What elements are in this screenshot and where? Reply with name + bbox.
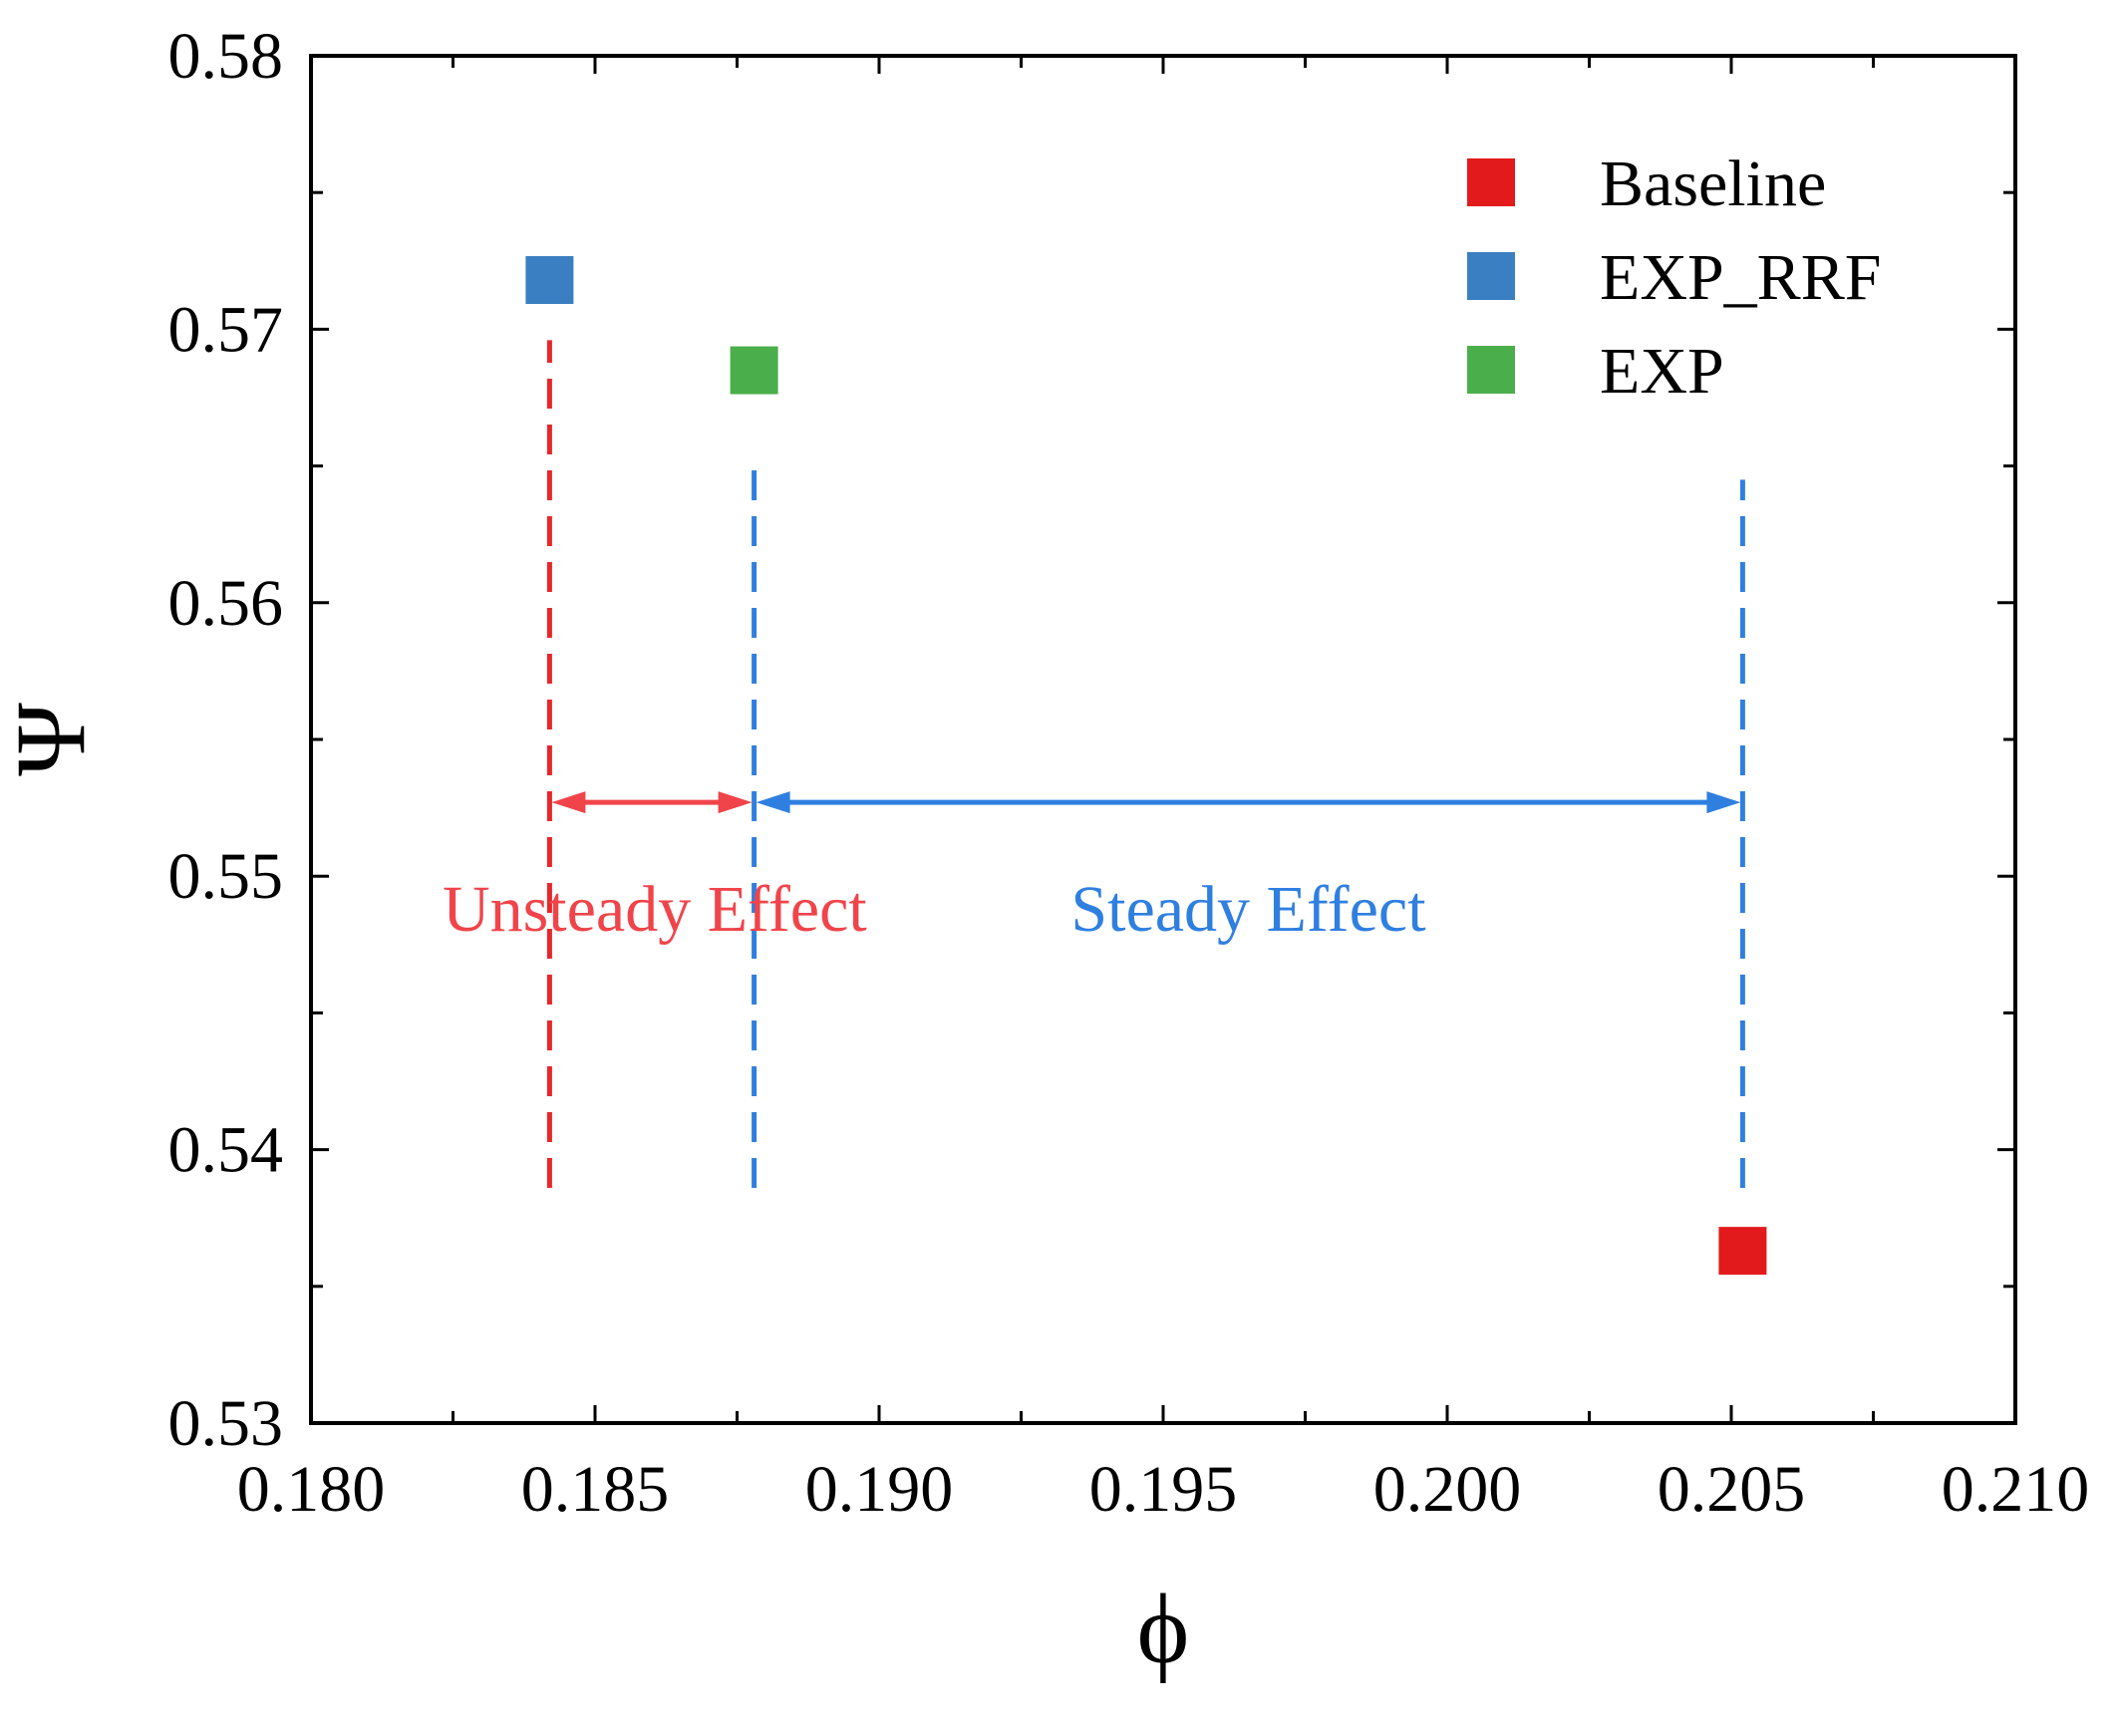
point-exp — [730, 346, 778, 395]
unsteady-effect-arrow-head-right — [718, 791, 753, 814]
legend-label-baseline: Baseline — [1600, 147, 1826, 220]
x-tick-label: 0.185 — [521, 1453, 670, 1526]
unsteady-effect-label: Unsteady Effect — [443, 873, 867, 946]
annotation-labels: Unsteady Effect Steady Effect — [443, 873, 1426, 946]
tick-labels: 0.180 0.185 0.190 0.195 0.200 0.205 0.210 0.53 0… — [168, 20, 2090, 1526]
plot-frame — [309, 54, 2017, 1425]
x-tick-label: 0.210 — [1942, 1453, 2090, 1526]
legend-label-exp: EXP — [1600, 335, 1724, 408]
x-tick-label: 0.190 — [805, 1453, 954, 1526]
legend: Baseline EXP_RRF EXP — [1467, 147, 1881, 408]
x-tick-label: 0.180 — [237, 1453, 386, 1526]
x-tick-label: 0.205 — [1658, 1453, 1806, 1526]
y-tick-label: 0.58 — [168, 20, 284, 93]
y-tick-label: 0.53 — [168, 1387, 284, 1460]
legend-marker-exp — [1467, 346, 1515, 394]
point-baseline — [1718, 1227, 1767, 1276]
y-tick-label: 0.55 — [168, 840, 284, 913]
legend-marker-exp-rrf — [1467, 252, 1515, 300]
y-tick-label: 0.56 — [168, 567, 284, 640]
reference-lines — [546, 340, 1745, 1189]
legend-label-exp-rrf: EXP_RRF — [1600, 241, 1881, 314]
steady-effect-label: Steady Effect — [1070, 873, 1425, 946]
x-tick-label: 0.200 — [1373, 1453, 1522, 1526]
y-tick-label: 0.54 — [168, 1114, 284, 1187]
data-points — [525, 256, 1767, 1276]
y-axis-label: Ψ — [0, 703, 106, 776]
x-axis-label: ϕ — [1137, 1574, 1190, 1684]
y-tick-label: 0.57 — [168, 293, 284, 366]
legend-marker-baseline — [1467, 158, 1515, 206]
x-tick-label: 0.195 — [1089, 1453, 1238, 1526]
point-exp-rrf — [525, 256, 574, 305]
steady-effect-arrow-head-right — [1706, 791, 1741, 814]
steady-effect-arrow-head-left — [756, 791, 790, 814]
unsteady-effect-arrow-head-left — [551, 791, 586, 814]
effect-arrows — [551, 791, 1741, 814]
